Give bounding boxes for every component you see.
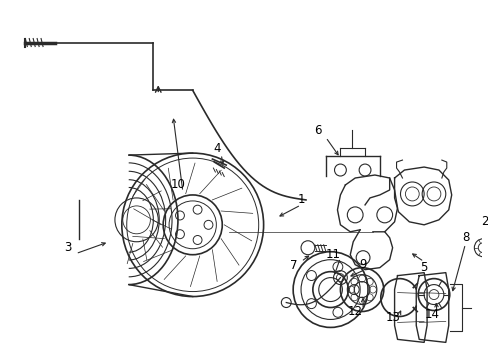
Text: 5: 5 [420,261,427,274]
Text: 9: 9 [359,258,366,271]
Text: 13: 13 [385,311,399,324]
Text: 10: 10 [170,179,185,192]
Text: 4: 4 [213,141,221,155]
Text: 3: 3 [64,241,71,254]
Text: 7: 7 [290,259,297,272]
Text: 14: 14 [424,308,439,321]
Text: 6: 6 [313,124,321,137]
Text: 11: 11 [325,248,340,261]
Text: 8: 8 [461,231,468,244]
Text: 12: 12 [347,305,362,318]
Text: 1: 1 [297,193,304,206]
Text: 2: 2 [481,215,488,228]
